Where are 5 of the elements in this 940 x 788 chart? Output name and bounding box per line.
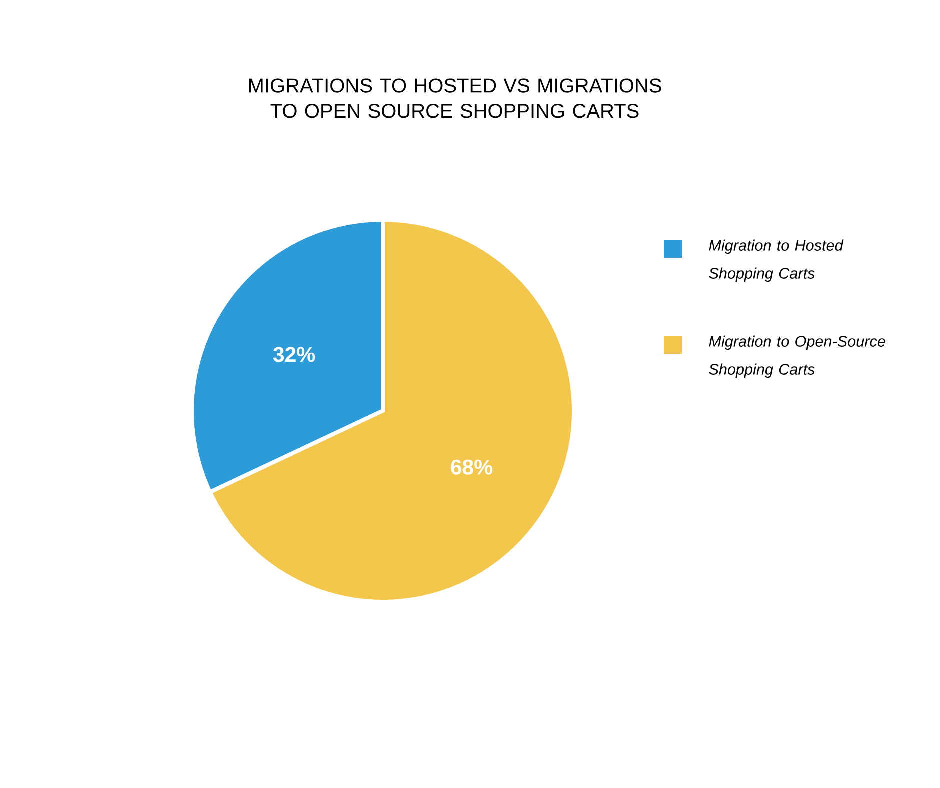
chart-title: MIGRATIONS TO HOSTED VS MIGRATIONS TO OPEN SOURCE SHOPPING CARTS [249,78,662,118]
legend-label: Migration to Hosted Shopping Carts [709,240,844,282]
data-label: 68% [451,460,492,475]
data-label: 32% [273,347,316,362]
legend-label: Migration to Open-Source Shopping Carts [709,336,886,378]
